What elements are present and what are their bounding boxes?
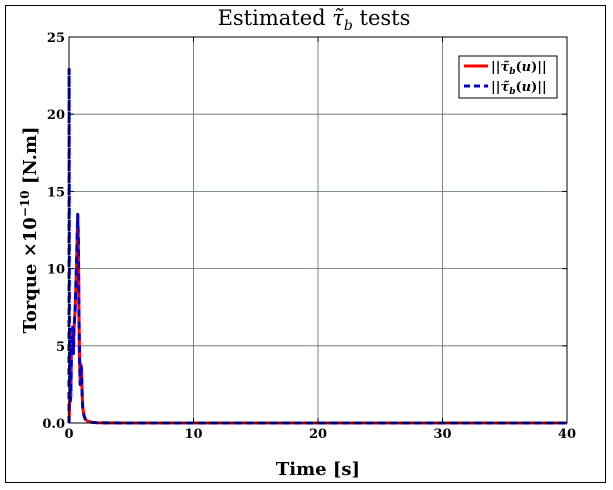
title-sub: b (344, 18, 353, 34)
title-tail: tests (353, 6, 411, 30)
x-ticks: 0 10 20 30 40 (64, 37, 576, 442)
x-axis-label: Time [s] (276, 459, 360, 480)
y-tick-label: 5 (56, 340, 65, 355)
y-tick-label: 0.0 (42, 417, 65, 432)
y-tick-label: 20 (47, 108, 65, 123)
y-axis-label: Torque ×10−10 [N.m] (18, 126, 41, 333)
legend: ||τ̃b(u)|| ||τ̃b(u)|| (458, 55, 558, 99)
x-tick-label: 20 (309, 427, 327, 442)
y-label-main: Torque ×10 (20, 217, 41, 333)
y-label-unit: [N.m] (20, 126, 41, 190)
legend-label-series-1: ||τ̃b(u)|| (491, 60, 547, 77)
legend-label-series-2: ||τ̃b(u)|| (491, 80, 547, 97)
x-tick-label: 10 (184, 427, 202, 442)
grid-lines (69, 37, 567, 423)
legend-box (458, 55, 558, 99)
title-main: Estimated (218, 6, 333, 30)
chart-title: Estimated τ̃b tests (218, 6, 411, 34)
title-symbol: τ̃ (332, 6, 344, 30)
plot-area: 0 10 20 30 40 0.0 5 10 15 20 25 (42, 31, 576, 442)
x-tick-label: 0 (64, 427, 73, 442)
x-tick-label: 30 (433, 427, 451, 442)
y-tick-label: 15 (47, 185, 65, 200)
y-ticks: 0.0 5 10 15 20 25 (42, 31, 567, 432)
y-tick-label: 10 (47, 263, 65, 278)
x-tick-label: 40 (558, 427, 576, 442)
series-line-2 (67, 67, 567, 425)
y-tick-label: 25 (47, 31, 65, 46)
y-label-exp: −10 (18, 190, 32, 217)
